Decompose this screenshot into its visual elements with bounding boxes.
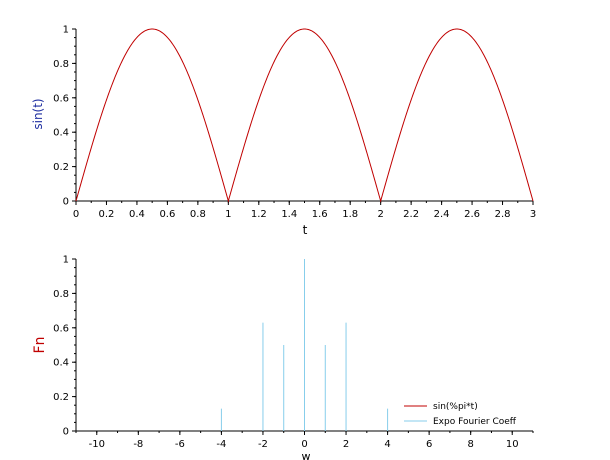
bottom-y-ticks: 0 0.2 0.4 0.6 0.8 1 <box>53 255 76 438</box>
top-curve-series <box>75 28 534 203</box>
top-x-axis-label: t <box>303 223 308 237</box>
x-tick-label: 2.2 <box>403 209 419 220</box>
y-tick-label: 1 <box>63 255 69 266</box>
top-x-ticks: 0 0.2 0.4 0.6 0.8 1 1.2 1.4 1.6 1.8 2 2.2 2.4 2.6 2.8 3 <box>73 201 536 220</box>
x-tick-label: 2.4 <box>434 209 450 220</box>
x-tick-label: 1.2 <box>251 209 267 220</box>
legend-label-0: sin(%pi*t) <box>433 402 478 412</box>
x-tick-label: -4 <box>216 439 226 450</box>
x-tick-label: 6 <box>426 439 432 450</box>
x-tick-label: 2.8 <box>495 209 511 220</box>
x-tick-label: -10 <box>89 439 105 450</box>
x-tick-label: -8 <box>133 439 143 450</box>
x-tick-label: 0 <box>301 439 307 450</box>
x-tick-label: 2 <box>377 209 383 220</box>
y-tick-label: 1 <box>63 25 69 36</box>
x-tick-label: 4 <box>384 439 390 450</box>
x-tick-label: 1.4 <box>281 209 297 220</box>
x-tick-label: 0.8 <box>190 209 206 220</box>
x-tick-label: 1.8 <box>342 209 358 220</box>
bottom-stem-series <box>220 259 389 431</box>
y-tick-label: 0.4 <box>53 128 69 139</box>
x-tick-label: 2 <box>343 439 349 450</box>
y-tick-label: 0.2 <box>53 162 69 173</box>
y-tick-label: 0 <box>63 197 69 208</box>
x-tick-label: 0 <box>73 209 79 220</box>
x-tick-label: -6 <box>175 439 185 450</box>
y-tick-label: 0 <box>63 427 69 438</box>
bottom-y-axis-label: Fn <box>32 337 48 354</box>
top-plot: 0 0.2 0.4 0.6 0.8 1 1.2 1.4 1.6 1.8 2 2.2 2.4 2.6 2.8 3… <box>31 25 536 238</box>
top-y-ticks: 0 0.2 0.4 0.6 0.8 1 <box>53 25 76 208</box>
y-tick-label: 0.8 <box>53 289 69 300</box>
legend: sin(%pi*t) Expo Fourier Coeff <box>404 402 517 427</box>
bottom-x-axis-label: w <box>302 450 311 460</box>
x-tick-label: 3 <box>530 209 536 220</box>
x-tick-label: 10 <box>506 439 519 450</box>
x-tick-label: 0.6 <box>159 209 175 220</box>
top-y-axis-label: sin(t) <box>31 98 45 129</box>
top-axes <box>75 29 533 202</box>
y-tick-label: 0.4 <box>53 358 69 369</box>
y-tick-label: 0.6 <box>53 93 69 104</box>
x-tick-label: 1.6 <box>312 209 328 220</box>
legend-label-1: Expo Fourier Coeff <box>433 417 517 427</box>
y-tick-label: 0.2 <box>53 392 69 403</box>
x-tick-label: 1 <box>225 209 231 220</box>
x-tick-label: 2.6 <box>464 209 480 220</box>
x-tick-label: 8 <box>467 439 473 450</box>
bottom-plot: -10 -8 -6 -4 -2 0 2 4 6 8 10 0 0.2 0.4 0.6 0.8 1 w Fn s… <box>32 255 534 460</box>
x-tick-label: 0.4 <box>129 209 145 220</box>
y-tick-label: 0.8 <box>53 59 69 70</box>
bottom-x-ticks: -10 -8 -6 -4 -2 0 2 4 6 8 10 <box>75 431 534 450</box>
x-tick-label: 0.2 <box>99 209 115 220</box>
y-tick-label: 0.6 <box>53 323 69 334</box>
x-tick-label: -2 <box>258 439 268 450</box>
